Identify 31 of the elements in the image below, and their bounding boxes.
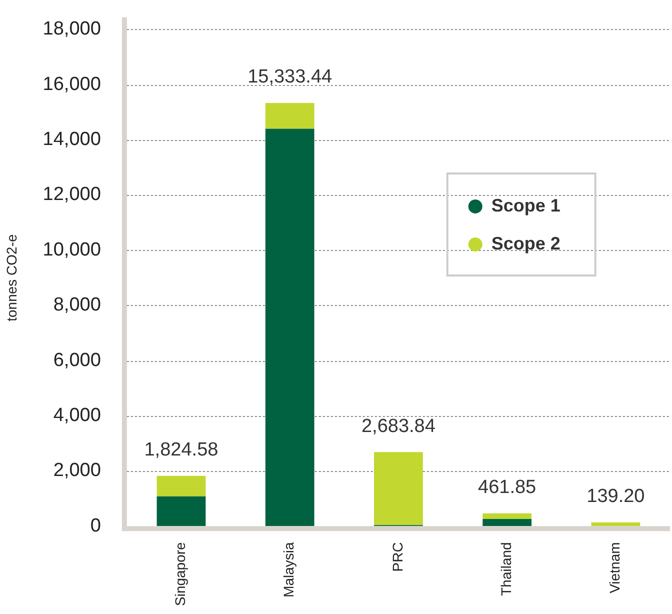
total-label: 2,683.84 <box>361 416 436 437</box>
total-label: 15,333.44 <box>248 66 333 88</box>
bar <box>156 496 206 526</box>
bar <box>265 102 314 129</box>
y-tick-label: 10,000 <box>42 239 101 260</box>
legend-label: Scope 2 <box>491 233 560 254</box>
legend-label: Scope 1 <box>491 195 560 216</box>
y-tick-label: 4,000 <box>53 405 101 426</box>
total-label: 1,824.58 <box>144 440 218 461</box>
x-tick-label: PRC <box>389 542 406 572</box>
y-tick-label: 2,000 <box>53 460 101 482</box>
bar <box>482 518 532 526</box>
y-axis-title: tonnes CO2-e <box>3 234 20 322</box>
bar <box>265 128 314 526</box>
y-tick-label: 8,000 <box>53 294 101 316</box>
bar <box>156 476 206 496</box>
total-label: 139.20 <box>586 486 645 508</box>
y-tick-label: 6,000 <box>53 350 101 371</box>
y-tick-label: 16,000 <box>42 74 101 95</box>
bar <box>591 522 640 526</box>
x-tick-label: Malaysia <box>280 542 297 598</box>
y-tick-label: 12,000 <box>42 184 101 206</box>
x-tick-label: Vietnam <box>606 542 623 594</box>
y-tick-label: 18,000 <box>42 18 101 40</box>
y-tick-label: 0 <box>90 515 101 536</box>
bar <box>374 452 423 526</box>
total-label: 461.85 <box>478 477 536 498</box>
y-tick-label: 14,000 <box>42 129 101 150</box>
bar <box>482 513 532 519</box>
x-tick-label: Singapore <box>172 542 188 606</box>
x-tick-label: Thailand <box>498 542 514 596</box>
